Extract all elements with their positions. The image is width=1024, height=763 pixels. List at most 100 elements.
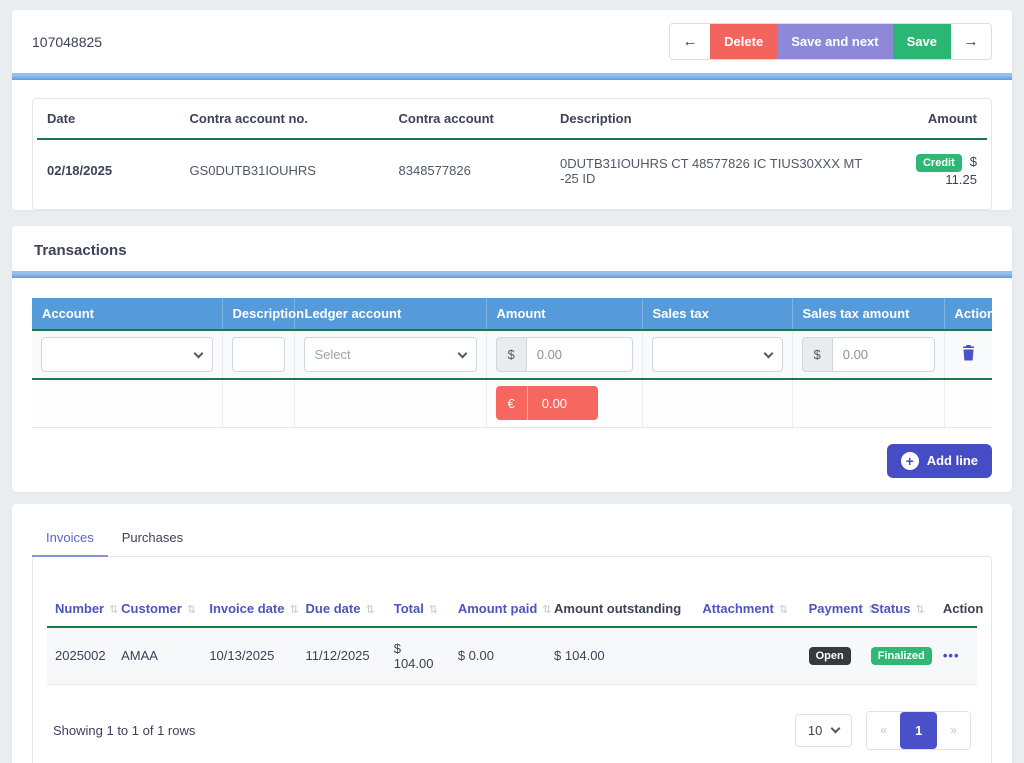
invoice-total: $ 104.00 [385, 626, 450, 685]
col-number[interactable]: Number ⇅ [47, 590, 118, 628]
invoice-action-cell: ••• [934, 626, 977, 685]
col-payment[interactable]: Payment ⇅ [800, 590, 877, 628]
col-amount: Amount [892, 99, 987, 140]
chevron-down-icon [457, 348, 467, 358]
trash-icon [962, 344, 974, 360]
record-actions: ← Delete Save and next Save → [669, 23, 992, 60]
col-inv-action: Action [934, 590, 983, 628]
col-attachment[interactable]: Attachment ⇅ [694, 590, 801, 628]
delete-line-button[interactable] [961, 344, 976, 366]
sort-icon: ⇅ [778, 603, 789, 616]
statement-contra-account: 8348577826 [398, 163, 471, 178]
statement-date: 02/18/2025 [47, 163, 113, 178]
ledger-account-select[interactable]: Select [303, 337, 477, 372]
amount-input-group: $ [495, 337, 633, 372]
col-action: Action [944, 298, 995, 331]
euro-currency: € [496, 386, 528, 421]
col-total[interactable]: Total ⇅ [385, 590, 450, 628]
account-select[interactable] [41, 337, 213, 372]
currency-prefix: $ [495, 337, 527, 372]
col-invoice-date[interactable]: Invoice date ⇅ [201, 590, 299, 628]
transactions-card: Transactions Account Description Ledger … [12, 226, 1012, 492]
col-date: Date [37, 99, 180, 140]
tab-invoices[interactable]: Invoices [32, 522, 108, 557]
col-contra-account: Contra account [388, 99, 550, 140]
sales-tax-select[interactable] [651, 337, 783, 372]
pager-prev-button[interactable]: « [867, 712, 901, 748]
total-amount-pill: € 0.00 [495, 386, 598, 421]
invoice-amount-paid: $ 0.00 [449, 626, 547, 685]
credit-badge: Credit [915, 154, 962, 172]
col-due-date[interactable]: Due date ⇅ [297, 590, 386, 628]
col-ledger-account: Ledger account [294, 298, 487, 331]
add-line-label: Add line [926, 453, 978, 468]
statement-contra-account-no: GS0DUTB31IOUHRS [189, 163, 316, 178]
sort-icon: ⇅ [365, 603, 375, 616]
sort-icon: ⇅ [109, 603, 119, 616]
previous-record-button[interactable]: ← [670, 24, 711, 59]
plus-icon: + [900, 451, 919, 470]
pager: « 1 » [866, 710, 971, 750]
invoices-panel: Number ⇅ Customer ⇅ Invoice date ⇅ Due date… [32, 555, 992, 763]
next-record-button[interactable]: → [951, 24, 991, 59]
statement-amount: $ 11.25 [945, 154, 977, 187]
statement-card: 107048825 ← Delete Save and next Save → … [12, 10, 1012, 210]
amount-input[interactable] [526, 337, 633, 372]
invoice-date: 10/13/2025 [201, 626, 298, 685]
pager-next-button[interactable]: » [937, 712, 970, 748]
invoice-number: 2025002 [47, 626, 114, 685]
statement-table: Date Contra account no. Contra account D… [37, 99, 987, 201]
col-tx-amount: Amount [486, 298, 643, 331]
record-id: 107048825 [32, 33, 103, 50]
delete-button[interactable]: Delete [710, 24, 778, 59]
col-sales-tax-amount: Sales tax amount [792, 298, 945, 331]
invoice-attachment [694, 626, 801, 685]
pagination: Showing 1 to 1 of 1 rows 10 « 1 » [47, 710, 977, 750]
save-and-next-button[interactable]: Save and next [777, 24, 893, 59]
invoices-table: Number ⇅ Customer ⇅ Invoice date ⇅ Due date… [47, 590, 983, 685]
arrow-right-icon: → [963, 33, 979, 50]
chevron-down-icon [193, 348, 203, 358]
invoices-card: Invoices Purchases Number ⇅ Customer ⇅ Inv… [12, 503, 1012, 763]
chevron-down-icon [830, 723, 841, 734]
tab-purchases[interactable]: Purchases [121, 529, 184, 545]
col-status[interactable]: Status ⇅ [862, 590, 935, 628]
sort-icon: ⇅ [289, 603, 299, 616]
sort-icon: ⇅ [542, 603, 552, 616]
blue-divider [12, 73, 1012, 80]
col-description: Description [550, 99, 892, 140]
sort-icon: ⇅ [915, 603, 925, 616]
currency-prefix: $ [801, 337, 833, 372]
chevron-down-icon [763, 348, 773, 358]
total-amount-value: 0.00 [541, 395, 568, 411]
col-amount-outstanding: Amount outstanding [546, 590, 695, 628]
invoice-due-date: 11/12/2025 [297, 626, 386, 685]
col-sales-tax: Sales tax [642, 298, 793, 331]
col-amount-paid[interactable]: Amount paid ⇅ [449, 590, 552, 628]
sales-tax-amount-input[interactable] [832, 337, 935, 372]
invoice-payment-cell: Open [800, 626, 863, 685]
statement-description: 0DUTB31IOUHRS CT 48577826 IC TIUS30XXX M… [560, 155, 863, 186]
transaction-edit-row: Select $ $ [32, 330, 992, 380]
page-size-select[interactable]: 10 [794, 713, 853, 747]
description-input[interactable] [231, 337, 285, 372]
row-actions-menu-icon[interactable]: ••• [942, 648, 960, 663]
page-size-value: 10 [807, 722, 823, 738]
sort-icon: ⇅ [186, 603, 197, 616]
save-button[interactable]: Save [892, 24, 951, 59]
status-badge: Finalized [870, 646, 932, 665]
transaction-total-row: € 0.00 [32, 379, 992, 428]
statement-amount-cell: Credit $ 11.25 [892, 139, 987, 201]
invoice-amount-outstanding: $ 104.00 [546, 626, 695, 685]
transactions-table: Account Description Ledger account Amoun… [32, 298, 995, 428]
blue-divider [12, 271, 1012, 278]
invoices-tabs: Invoices Purchases [32, 522, 992, 557]
pagination-summary: Showing 1 to 1 of 1 rows [53, 722, 196, 738]
pager-page-1-button[interactable]: 1 [900, 711, 938, 749]
invoice-customer: AMAA [113, 626, 202, 685]
invoice-row: 2025002 AMAA 10/13/2025 11/12/2025 $ 104… [47, 626, 977, 685]
col-tx-description: Description [222, 298, 304, 331]
add-line-button[interactable]: + Add line [886, 443, 992, 478]
sort-icon: ⇅ [428, 603, 439, 616]
col-customer[interactable]: Customer ⇅ [113, 590, 202, 628]
